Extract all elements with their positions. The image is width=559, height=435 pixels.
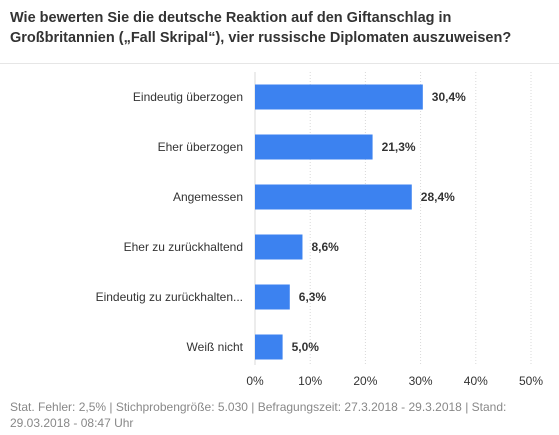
data-label: 6,3% <box>299 290 327 304</box>
bars <box>255 84 423 360</box>
category-label: Eher überzogen <box>158 140 243 154</box>
x-tick-label: 10% <box>298 374 322 388</box>
grid-lines <box>254 72 532 365</box>
labels: 0% 10% 20% 30% 40% 50% Eindeutig überzogen 30,4… <box>96 90 544 388</box>
category-label: Eindeutig überzogen <box>133 90 243 104</box>
category-label: Angemessen <box>173 190 243 204</box>
x-tick-label: 20% <box>353 374 377 388</box>
bar <box>255 234 303 260</box>
bar-chart: 0% 10% 20% 30% 40% 50% Eindeutig überzogen 30,4… <box>96 72 544 388</box>
bar <box>255 284 290 310</box>
bar <box>255 134 373 160</box>
x-tick-label: 0% <box>246 374 264 388</box>
bar <box>255 84 423 110</box>
x-tick-label: 50% <box>519 374 543 388</box>
data-label: 28,4% <box>421 190 455 204</box>
data-label: 5,0% <box>292 340 320 354</box>
title-divider <box>0 63 559 64</box>
data-label: 30,4% <box>432 90 466 104</box>
data-label: 21,3% <box>382 140 416 154</box>
chart-footnote: Stat. Fehler: 2,5% | Stichprobengröße: 5… <box>10 400 507 430</box>
bar <box>255 334 283 360</box>
category-label: Weiß nicht <box>187 340 244 354</box>
bar <box>255 184 412 210</box>
x-tick-label: 30% <box>409 374 433 388</box>
category-label: Eher zu zurückhaltend <box>124 240 243 254</box>
category-label: Eindeutig zu zurückhalten... <box>96 290 243 304</box>
data-label: 8,6% <box>311 240 339 254</box>
chart-title: Wie bewerten Sie die deutsche Reaktion a… <box>10 10 512 46</box>
x-tick-label: 40% <box>464 374 488 388</box>
